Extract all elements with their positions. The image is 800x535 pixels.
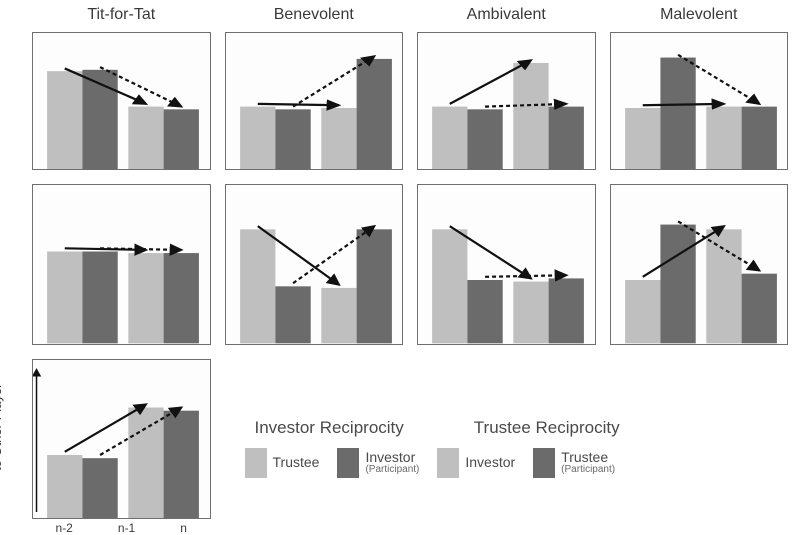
legend-item: Investor: [437, 448, 515, 478]
arrow-solid: [65, 249, 146, 251]
chart-svg: [33, 360, 210, 518]
chart-svg: [611, 33, 788, 169]
panel-cell: n-2n-1n: [32, 359, 211, 519]
panel-cell: Malevolent: [610, 10, 789, 170]
panel-cell: Investor Reciprocity Trustee Reciprocity T…: [225, 359, 789, 519]
bar: [164, 253, 199, 343]
x-tick-label: n-1: [118, 521, 135, 535]
bar: [128, 253, 163, 343]
panel-cell: [417, 184, 596, 344]
bar: [47, 71, 82, 169]
chart-svg: [611, 185, 788, 343]
legend-group-title: Investor Reciprocity: [255, 418, 404, 438]
panel-cell: Benevolent: [225, 10, 404, 170]
bar: [356, 230, 391, 344]
bar: [240, 230, 275, 344]
chart-svg: [418, 185, 595, 343]
legend-label: Trustee: [273, 455, 320, 470]
chart-panel: [417, 184, 596, 344]
x-tick-label: n: [180, 521, 187, 535]
bar: [240, 107, 275, 170]
bar: [741, 274, 776, 344]
bar: [467, 280, 502, 343]
panel-cell: Tit-for-Tat: [32, 10, 211, 170]
chart-panel: [610, 184, 789, 344]
bar: [128, 407, 163, 518]
column-title: Tit-for-Tat: [32, 6, 211, 24]
legend-label: Trustee(Participant): [561, 450, 615, 475]
chart-svg: [226, 33, 403, 169]
bar: [706, 230, 741, 344]
bar: [82, 252, 117, 344]
column-title: Ambivalent: [417, 6, 596, 24]
bar: [321, 288, 356, 343]
legend-swatch: [533, 448, 555, 478]
chart-panel: [610, 32, 789, 170]
chart-panel: n-2n-1n: [32, 359, 211, 519]
bar: [549, 107, 584, 170]
arrow-solid: [642, 104, 723, 105]
bar: [275, 287, 310, 344]
bar: [660, 58, 695, 170]
legend-swatch: [437, 448, 459, 478]
bar: [549, 279, 584, 344]
bar: [467, 109, 502, 169]
arrow-solid: [257, 104, 338, 105]
legend-swatch: [337, 448, 359, 478]
chart-panel: [32, 32, 211, 170]
chart-svg: [33, 185, 210, 343]
panel-cell: [610, 184, 789, 344]
legend: Investor Reciprocity Trustee Reciprocity T…: [225, 377, 789, 519]
bar: [432, 230, 467, 344]
legend-item: Investor(Participant): [337, 448, 419, 478]
x-tick-label: n-2: [56, 521, 73, 535]
legend-label: Investor: [465, 455, 515, 470]
bar: [128, 107, 163, 170]
panel-cell: [32, 184, 211, 344]
bar: [741, 107, 776, 170]
legend-item: Trustee(Participant): [533, 448, 615, 478]
bar: [625, 108, 660, 169]
bar: [82, 458, 117, 518]
bar: [513, 282, 548, 344]
chart-svg: [226, 185, 403, 343]
chart-panel: [417, 32, 596, 170]
chart-svg: [418, 33, 595, 169]
legend-group-title: Trustee Reciprocity: [474, 418, 620, 438]
bar: [625, 280, 660, 343]
bar: [47, 455, 82, 518]
bar: [513, 63, 548, 169]
panel-cell: Ambivalent: [417, 10, 596, 170]
bar: [660, 225, 695, 344]
column-title: Malevolent: [610, 6, 789, 24]
bar: [47, 252, 82, 344]
panel-grid: Tit-for-TatBenevolentAmbivalentMalevolen…: [0, 0, 800, 531]
chart-panel: [225, 184, 404, 344]
bar: [321, 108, 356, 169]
legend-item: Trustee: [245, 448, 320, 478]
x-ticks: n-2 n-1 n: [33, 521, 210, 535]
bar: [164, 109, 199, 169]
bar: [164, 410, 199, 518]
legend-swatch: [245, 448, 267, 478]
chart-panel: [32, 184, 211, 344]
bar: [275, 109, 310, 169]
bar: [356, 59, 391, 169]
bar: [432, 107, 467, 170]
chart-svg: [33, 33, 210, 169]
panel-cell: [225, 184, 404, 344]
bar: [706, 107, 741, 170]
legend-label: Investor(Participant): [365, 450, 419, 475]
column-title: Benevolent: [225, 6, 404, 24]
chart-panel: [225, 32, 404, 170]
